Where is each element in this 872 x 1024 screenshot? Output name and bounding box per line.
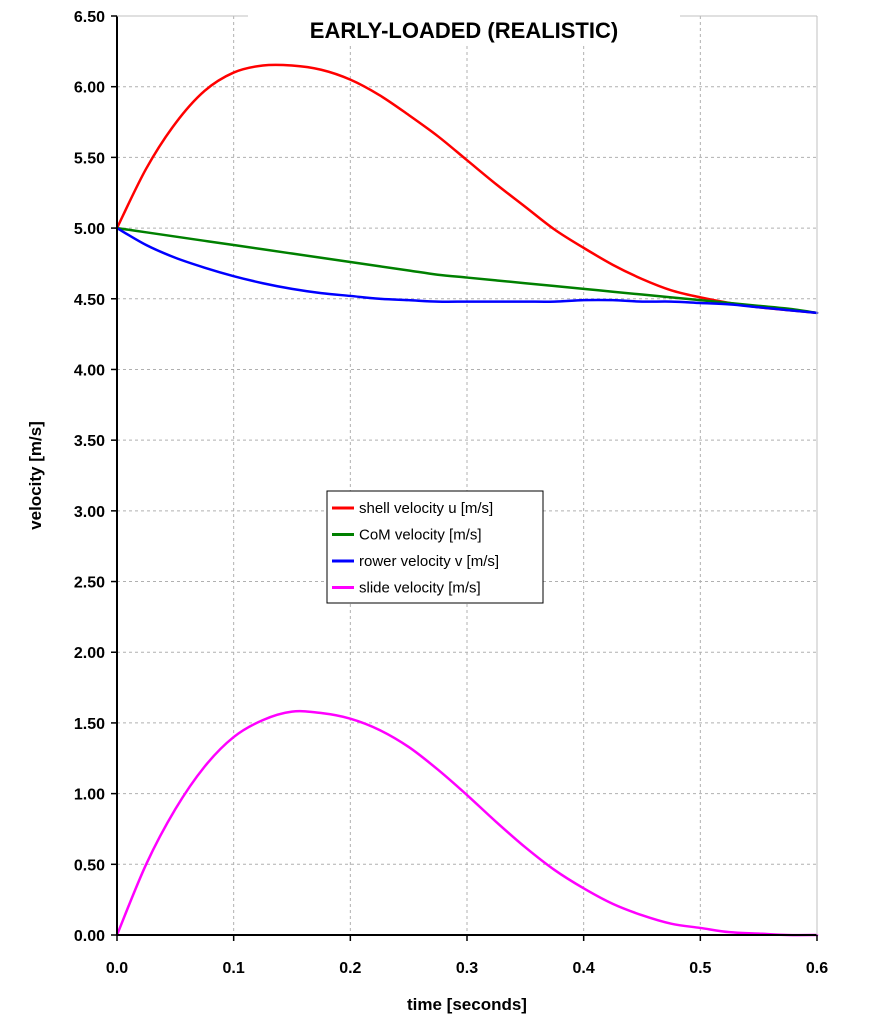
y-tick-label: 5.00	[74, 221, 105, 238]
x-tick-label: 0.0	[106, 960, 128, 977]
legend-label: CoM velocity [m/s]	[359, 527, 482, 544]
x-tick-label: 0.4	[573, 960, 595, 977]
y-tick-label: 2.50	[74, 575, 105, 592]
series-line-com-velocity	[115, 226, 819, 315]
series-line-rower-velocity	[115, 226, 819, 315]
title-background	[248, 8, 680, 46]
legend-label: rower velocity v [m/s]	[359, 553, 499, 570]
y-axis-title: velocity [m/s]	[26, 421, 45, 530]
chart-title: EARLY-LOADED (REALISTIC)	[310, 18, 618, 43]
tick-labels: 0.00 0.50 1.00 1.50 2.00 2.50 3.00 3.50 4.00 4.50…	[74, 9, 828, 977]
x-axis-title: time [seconds]	[407, 995, 527, 1014]
y-tick-label: 1.00	[74, 787, 105, 804]
y-tick-label: 4.50	[74, 292, 105, 309]
x-tick-label: 0.5	[689, 960, 711, 977]
plot-area	[117, 16, 817, 935]
x-tick-label: 0.2	[339, 960, 361, 977]
y-tick-label: 0.00	[74, 928, 105, 945]
series-line-slide-velocity	[115, 709, 819, 937]
y-tick-label: 2.00	[74, 645, 105, 662]
legend-label: shell velocity u [m/s]	[359, 500, 493, 517]
x-tick-label: 0.1	[223, 960, 245, 977]
y-tick-label: 6.50	[74, 9, 105, 26]
y-tick-label: 1.50	[74, 716, 105, 733]
x-tick-label: 0.6	[806, 960, 828, 977]
y-tick-label: 3.50	[74, 433, 105, 450]
legend-label: slide velocity [m/s]	[359, 580, 481, 597]
y-tick-label: 5.50	[74, 150, 105, 167]
series-lines	[115, 63, 819, 937]
y-tick-label: 0.50	[74, 857, 105, 874]
legend-box	[326, 490, 544, 604]
y-tick-label: 4.00	[74, 362, 105, 379]
x-tick-label: 0.3	[456, 960, 478, 977]
y-tick-label: 3.00	[74, 504, 105, 521]
y-tick-label: 6.00	[74, 80, 105, 97]
legend: shell velocity u [m/s] CoM velocity [m/s]…	[326, 490, 544, 604]
series-line-shell-velocity	[115, 63, 819, 315]
